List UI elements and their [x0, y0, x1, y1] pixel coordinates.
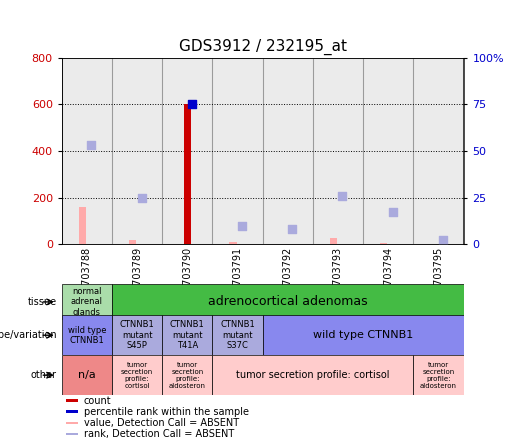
- Point: [338, 192, 347, 199]
- Text: tissue: tissue: [27, 297, 57, 307]
- Bar: [62, 315, 112, 355]
- Bar: [363, 58, 413, 244]
- Bar: [62, 58, 112, 244]
- Bar: [162, 58, 212, 244]
- Text: tumor
secretion
profile:
aldosteron: tumor secretion profile: aldosteron: [169, 362, 206, 388]
- Bar: [62, 355, 112, 395]
- Point: [138, 194, 146, 201]
- Bar: [183, 104, 191, 244]
- Bar: [129, 239, 136, 244]
- Text: CTNNB1
mutant
S37C: CTNNB1 mutant S37C: [220, 320, 255, 350]
- Bar: [229, 242, 237, 244]
- Bar: [413, 58, 464, 244]
- Text: n/a: n/a: [78, 370, 96, 380]
- Bar: [112, 284, 464, 320]
- Bar: [313, 58, 363, 244]
- Text: value, Detection Call = ABSENT: value, Detection Call = ABSENT: [84, 418, 239, 428]
- Bar: [66, 432, 78, 435]
- Point: [88, 142, 96, 149]
- Bar: [330, 238, 337, 244]
- Bar: [112, 315, 162, 355]
- Text: adrenocortical adenomas: adrenocortical adenomas: [208, 295, 368, 309]
- Bar: [66, 422, 78, 424]
- Point: [288, 226, 297, 233]
- Bar: [212, 58, 263, 244]
- Text: tumor secretion profile: cortisol: tumor secretion profile: cortisol: [236, 370, 390, 380]
- Bar: [62, 284, 112, 320]
- Text: tumor
secretion
profile:
aldosteron: tumor secretion profile: aldosteron: [420, 362, 457, 388]
- Point: [389, 209, 397, 216]
- Bar: [212, 355, 413, 395]
- Text: normal
adrenal
glands: normal adrenal glands: [71, 287, 103, 317]
- Text: CTNNB1
mutant
S45P: CTNNB1 mutant S45P: [120, 320, 154, 350]
- Text: wild type CTNNB1: wild type CTNNB1: [313, 330, 413, 340]
- Bar: [66, 410, 78, 413]
- Text: rank, Detection Call = ABSENT: rank, Detection Call = ABSENT: [84, 429, 234, 439]
- Bar: [380, 243, 387, 244]
- Text: tumor
secretion
profile:
cortisol: tumor secretion profile: cortisol: [121, 362, 153, 388]
- Point: [188, 101, 196, 108]
- Text: count: count: [84, 396, 112, 406]
- Bar: [212, 315, 263, 355]
- Bar: [263, 58, 313, 244]
- Bar: [162, 355, 212, 395]
- Bar: [263, 315, 464, 355]
- Text: genotype/variation: genotype/variation: [0, 330, 57, 340]
- Text: percentile rank within the sample: percentile rank within the sample: [84, 407, 249, 417]
- Point: [439, 237, 447, 244]
- Bar: [79, 207, 86, 244]
- Bar: [413, 355, 464, 395]
- Bar: [112, 355, 162, 395]
- Bar: [66, 400, 78, 402]
- Title: GDS3912 / 232195_at: GDS3912 / 232195_at: [179, 39, 347, 55]
- Bar: [112, 58, 162, 244]
- Text: wild type
CTNNB1: wild type CTNNB1: [67, 325, 106, 345]
- Bar: [162, 315, 212, 355]
- Point: [238, 222, 246, 229]
- Text: other: other: [31, 370, 57, 380]
- Text: CTNNB1
mutant
T41A: CTNNB1 mutant T41A: [170, 320, 204, 350]
